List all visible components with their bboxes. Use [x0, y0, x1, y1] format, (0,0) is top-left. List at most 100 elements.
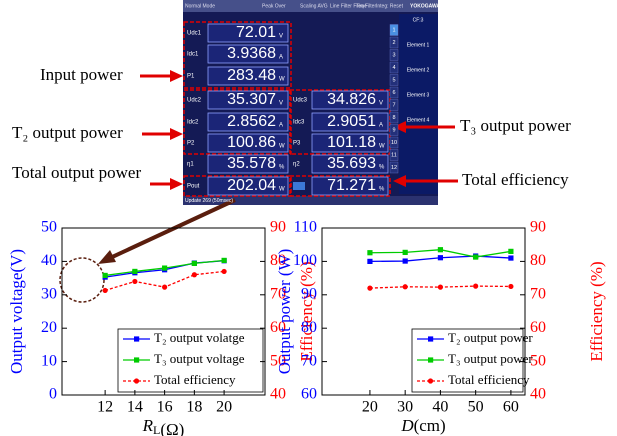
- tab-label: 5: [392, 77, 395, 83]
- y-tick-label: 0: [49, 386, 57, 403]
- point: [508, 284, 513, 289]
- legend-marker: [428, 336, 433, 341]
- value-text: 202.04: [227, 177, 276, 194]
- unit-text: V: [279, 34, 283, 40]
- status-text: Peak Over: [262, 3, 286, 9]
- point: [438, 255, 443, 260]
- point: [162, 265, 167, 270]
- element-label: CF:3: [413, 17, 424, 23]
- unit-text: W: [279, 187, 285, 193]
- value-label: Idc1: [187, 52, 199, 58]
- plot-frame: [322, 228, 525, 395]
- tab-label: 1: [392, 27, 395, 33]
- y-tick-label: 30: [41, 285, 57, 302]
- unit-text: A: [279, 55, 283, 61]
- tab-label: 12: [391, 165, 397, 171]
- unit-text: W: [379, 144, 385, 150]
- tab-label: 7: [392, 102, 395, 108]
- element-label: Element 1: [407, 42, 430, 48]
- element-label: Element 2: [407, 67, 430, 73]
- y2-tick-label: 40: [270, 386, 286, 403]
- value-text: 34.826: [327, 91, 376, 108]
- unit-text: %: [379, 165, 385, 171]
- y-tick-label: 70: [301, 352, 317, 369]
- y2-tick-label: 70: [530, 285, 546, 302]
- value-label: η1: [187, 162, 194, 168]
- legend-marker: [134, 357, 139, 362]
- y2-tick-label: 40: [530, 386, 546, 403]
- legend-label: Total efficiency: [448, 372, 530, 387]
- point: [367, 286, 372, 291]
- unit-text: V: [279, 101, 283, 107]
- legend-label: Total efficiency: [154, 372, 236, 387]
- tab-label: 9: [392, 127, 395, 133]
- value-label: Pout: [187, 184, 200, 190]
- point: [192, 261, 197, 266]
- y2-axis-label: Efficiency (%): [297, 261, 316, 361]
- figure: Normal Mode Peak Over Scaling AVGLine Filt…: [0, 0, 617, 436]
- x-tick-label: 12: [97, 399, 113, 416]
- x-tick-label: 60: [503, 399, 519, 416]
- y2-tick-label: 90: [270, 219, 286, 236]
- annotation: Total efficiency: [462, 170, 569, 189]
- annotation: Total output power: [12, 163, 141, 182]
- point: [103, 288, 108, 293]
- value-text: 100.86: [227, 134, 276, 151]
- status-text: Scaling AVG: [300, 3, 328, 9]
- highlight-circle: [60, 258, 104, 302]
- footer-text: Update 269 (50msec): [185, 198, 233, 204]
- unit-text: A: [379, 123, 383, 129]
- value-text: 35.693: [327, 155, 376, 172]
- unit-text: V: [379, 101, 383, 107]
- value-text: 71.271: [327, 177, 376, 194]
- point: [473, 254, 478, 259]
- x-tick-label: 16: [157, 399, 173, 416]
- point: [473, 284, 478, 289]
- y-tick-label: 20: [41, 319, 57, 336]
- unit-text: %: [379, 187, 385, 193]
- status-text: Line Filter Freq Filter: [330, 3, 376, 9]
- point: [132, 269, 137, 274]
- element-label: Element 3: [407, 92, 430, 98]
- status-text: Normal Mode: [185, 3, 215, 9]
- y2-axis-label: Efficiency (%): [587, 261, 606, 361]
- value-text: 72.01: [236, 24, 276, 41]
- y-axis-label: Output voltage(V): [7, 249, 26, 374]
- x-label-unit: (cm): [414, 416, 446, 435]
- legend-marker: [134, 336, 139, 341]
- value-label: Idc2: [187, 120, 199, 126]
- y-tick-label: 10: [41, 352, 57, 369]
- x-label-subscript: L: [153, 423, 160, 436]
- tab-label: 10: [391, 140, 397, 146]
- point: [403, 284, 408, 289]
- y-axis-label: Output power (W): [275, 249, 294, 375]
- tab-label: 11: [391, 152, 397, 158]
- y-tick-label: 110: [294, 219, 317, 236]
- x-label-symbol: D: [400, 416, 414, 435]
- x-tick-label: 14: [127, 399, 143, 416]
- point: [508, 255, 513, 260]
- value-label: Udc1: [187, 31, 202, 37]
- y-tick-label: 80: [301, 319, 317, 336]
- status-text: Integ: Reset: [376, 3, 404, 9]
- legend-marker: [428, 378, 433, 383]
- unit-text: A: [279, 123, 283, 129]
- legend-label: T₃ output power: [448, 351, 533, 366]
- x-label-unit: (Ω): [160, 420, 184, 436]
- value-label: Udc2: [187, 98, 202, 104]
- x-tick-label: 50: [468, 399, 484, 416]
- tab-label: 3: [392, 52, 395, 58]
- value-label: P1: [187, 74, 195, 80]
- value-label: Idc3: [293, 120, 305, 126]
- x-tick-label: 20: [216, 399, 232, 416]
- value-label: Udc3: [293, 98, 308, 104]
- tab-label: 8: [392, 115, 395, 121]
- x-tick-label: 20: [362, 399, 378, 416]
- point: [403, 258, 408, 263]
- value-text: 35.307: [227, 91, 276, 108]
- x-tick-label: 40: [432, 399, 448, 416]
- point: [508, 249, 513, 254]
- point: [403, 250, 408, 255]
- x-axis-label: RL(Ω): [142, 416, 185, 436]
- element-panel: [399, 14, 438, 194]
